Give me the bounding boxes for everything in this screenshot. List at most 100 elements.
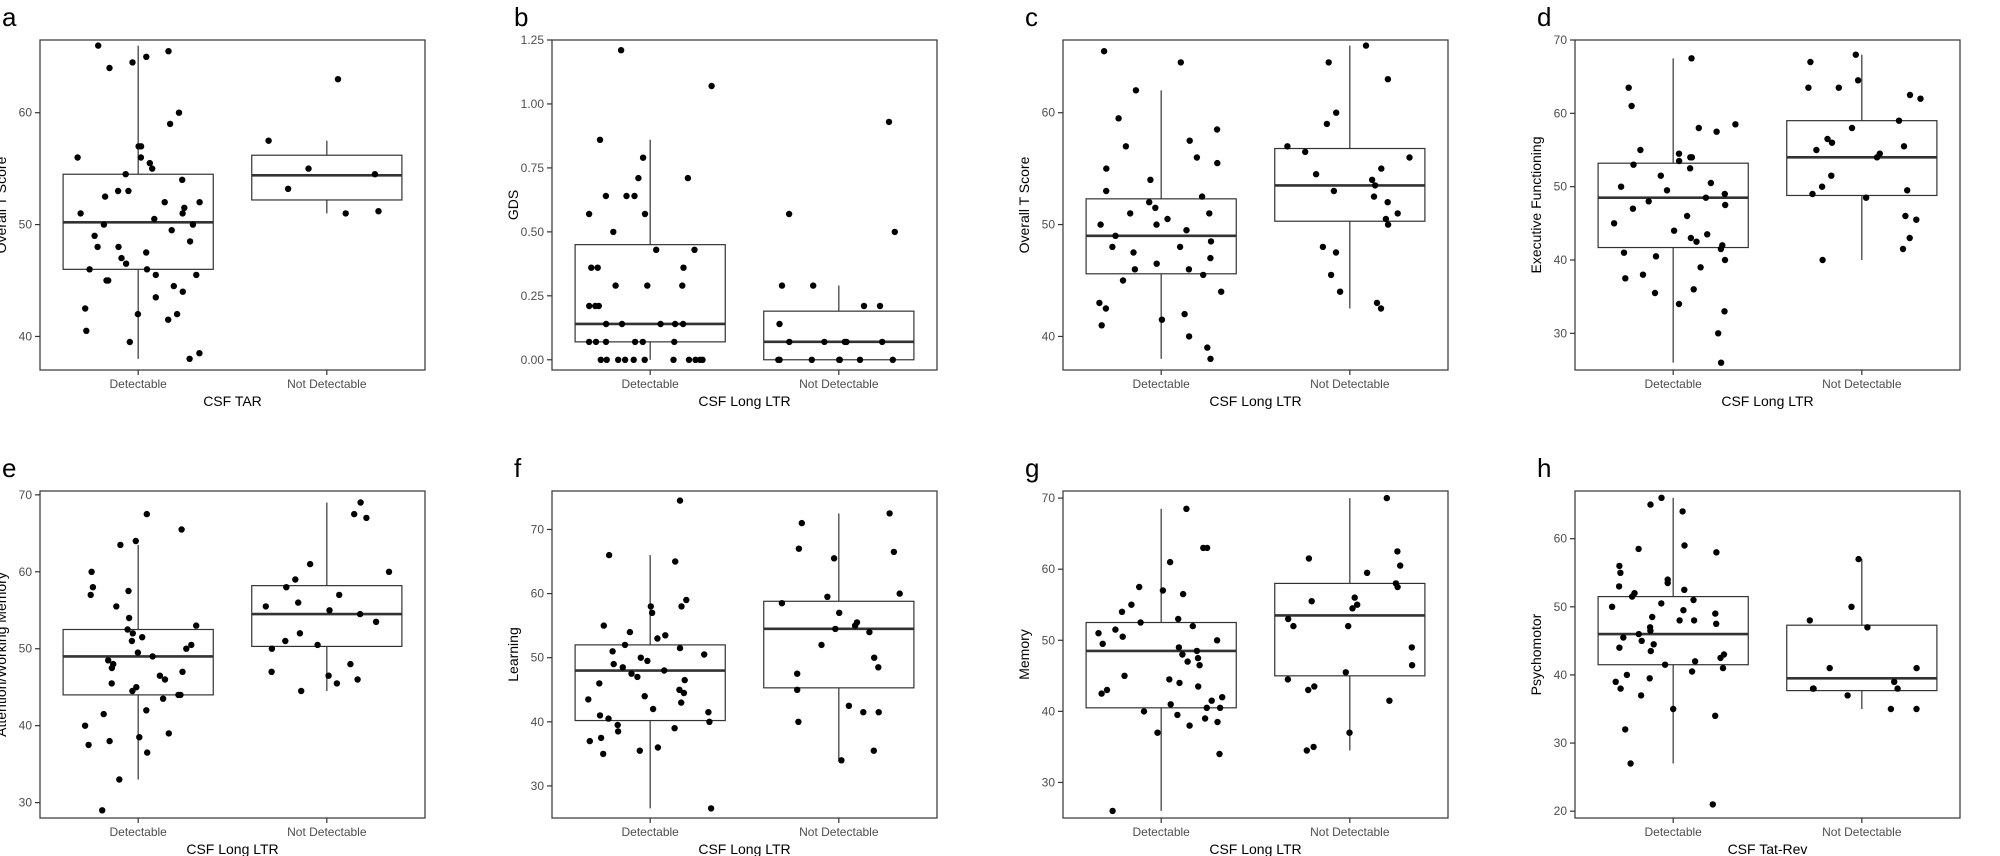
data-point-d: [1902, 212, 1909, 220]
data-point-b: [810, 282, 817, 289]
data-point-g: [1179, 590, 1187, 598]
data-point-c: [1207, 355, 1214, 362]
data-point-f: [609, 648, 616, 655]
data-point-d: [1713, 128, 1720, 135]
data-point-d: [1828, 172, 1835, 179]
data-point-b: [808, 356, 815, 363]
x-tick-label-e: Detectable: [109, 825, 167, 839]
data-point-b: [786, 338, 793, 346]
data-point-a: [95, 42, 102, 49]
data-point-d: [1697, 264, 1704, 271]
data-point-g: [1200, 544, 1207, 552]
data-point-b: [588, 264, 595, 271]
data-point-f: [678, 699, 685, 706]
data-point-c: [1186, 137, 1193, 144]
plot-frame-d: [1574, 39, 1961, 371]
data-point-b: [602, 338, 610, 346]
data-point-g: [1394, 583, 1401, 591]
data-point-e: [333, 680, 341, 687]
data-point-d: [1852, 51, 1860, 58]
data-point-c: [1336, 288, 1344, 295]
data-point-f: [886, 510, 893, 517]
data-point-h: [1637, 692, 1645, 699]
y-tick-label-d: 60: [1554, 106, 1568, 120]
data-point-g: [1203, 704, 1211, 711]
data-point-g: [1201, 715, 1209, 722]
data-point-a: [86, 266, 93, 273]
data-point-b: [615, 356, 622, 363]
data-point-a: [143, 266, 151, 273]
data-point-c: [1109, 243, 1116, 251]
data-point-d: [1828, 139, 1836, 146]
y-tick-label-g: 50: [1042, 633, 1056, 647]
data-point-b: [821, 338, 828, 346]
data-point-c: [1325, 59, 1332, 66]
data-point-g: [1175, 644, 1183, 651]
data-point-g: [1303, 747, 1311, 754]
y-tick-label-c: 40: [1042, 329, 1056, 343]
data-point-f: [614, 728, 622, 735]
data-point-e: [193, 622, 200, 629]
data-point-h: [1913, 664, 1920, 672]
data-point-b: [680, 264, 687, 271]
data-point-e: [356, 610, 364, 618]
data-point-c: [1378, 165, 1385, 172]
data-point-g: [1174, 711, 1181, 719]
data-point-d: [1675, 150, 1683, 157]
data-point-h: [1712, 610, 1719, 617]
data-point-b: [889, 356, 896, 363]
data-point-e: [295, 599, 302, 606]
data-point-g: [1349, 605, 1356, 612]
data-point-f: [600, 622, 607, 629]
data-point-c: [1146, 199, 1153, 206]
data-point-c: [1204, 344, 1211, 351]
data-point-d: [1862, 194, 1870, 201]
data-point-d: [1721, 190, 1729, 198]
data-point-c: [1158, 316, 1166, 323]
data-point-f: [707, 805, 715, 812]
y-tick-label-a: 60: [19, 106, 33, 120]
data-point-a: [334, 76, 342, 83]
data-point-f: [676, 686, 683, 693]
data-point-g: [1176, 679, 1183, 687]
data-point-a: [122, 260, 130, 267]
data-point-g: [1397, 562, 1404, 569]
data-point-a: [114, 187, 122, 195]
data-point-f: [626, 628, 634, 636]
data-point-b: [639, 154, 647, 161]
data-point-e: [268, 668, 275, 675]
data-point-h: [1622, 726, 1629, 733]
y-tick-label-c: 50: [1042, 218, 1056, 232]
data-point-b: [612, 282, 619, 289]
data-point-d: [1917, 95, 1924, 102]
plot-frame-b: [551, 39, 938, 371]
data-point-f: [778, 600, 786, 607]
data-point-f: [875, 664, 882, 671]
data-point-g: [1099, 640, 1106, 647]
data-point-e: [347, 660, 354, 668]
data-point-g: [1219, 694, 1226, 701]
data-point-d: [1687, 154, 1694, 161]
data-point-b: [856, 356, 864, 363]
data-point-h: [1810, 685, 1817, 692]
data-point-h: [1617, 685, 1624, 692]
data-point-g: [1213, 637, 1221, 644]
data-point-h: [1616, 644, 1623, 651]
data-point-c: [1384, 221, 1392, 228]
data-point-d: [1805, 84, 1812, 91]
data-point-h: [1717, 654, 1724, 662]
data-point-b: [696, 356, 704, 363]
data-point-c: [1394, 210, 1401, 217]
data-point-e: [262, 603, 269, 610]
data-point-a: [170, 282, 177, 290]
data-point-c: [1097, 221, 1104, 228]
data-point-a: [151, 215, 158, 223]
data-point-d: [1913, 216, 1920, 223]
data-point-h: [1658, 494, 1665, 501]
data-point-e: [106, 737, 113, 745]
data-point-c: [1384, 76, 1392, 83]
data-point-f: [662, 632, 669, 639]
data-point-h: [1690, 596, 1697, 604]
data-point-d: [1675, 300, 1683, 308]
data-point-e: [117, 541, 124, 549]
